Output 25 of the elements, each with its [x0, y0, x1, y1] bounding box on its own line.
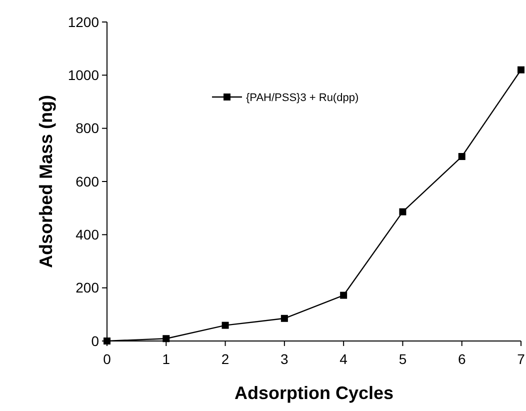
y-tick-label: 200	[76, 280, 100, 296]
point	[518, 66, 524, 74]
y-tick-label: 1000	[68, 67, 100, 84]
point	[458, 153, 466, 160]
x-axis-title: Adsorption Cycles	[234, 383, 394, 403]
x-tick-label: 1	[162, 351, 170, 367]
y-tick-label: 800	[76, 120, 100, 136]
x-tick-label: 5	[398, 351, 407, 367]
y-tick-label: 1200	[68, 14, 100, 30]
x-tick-label: 0	[103, 351, 112, 367]
y-tick-label: 400	[76, 226, 100, 243]
point	[340, 292, 348, 299]
x-tick-label: 6	[458, 351, 466, 367]
point	[162, 335, 170, 342]
y-axis-title: Adsorbed Mass (ng)	[36, 94, 56, 268]
x-tick-label: 2	[221, 351, 230, 367]
y-tick-label: 0	[91, 332, 100, 349]
x-tick-label: 4	[340, 351, 348, 367]
x-tick-label: 3	[280, 351, 289, 367]
point	[222, 322, 229, 329]
legend-label: {PAH/PSS}3 + Ru(dpp)	[246, 92, 359, 104]
point	[280, 314, 288, 322]
x-tick-label: 7	[517, 351, 526, 367]
point	[399, 208, 406, 216]
y-tick-label: 600	[76, 173, 100, 190]
